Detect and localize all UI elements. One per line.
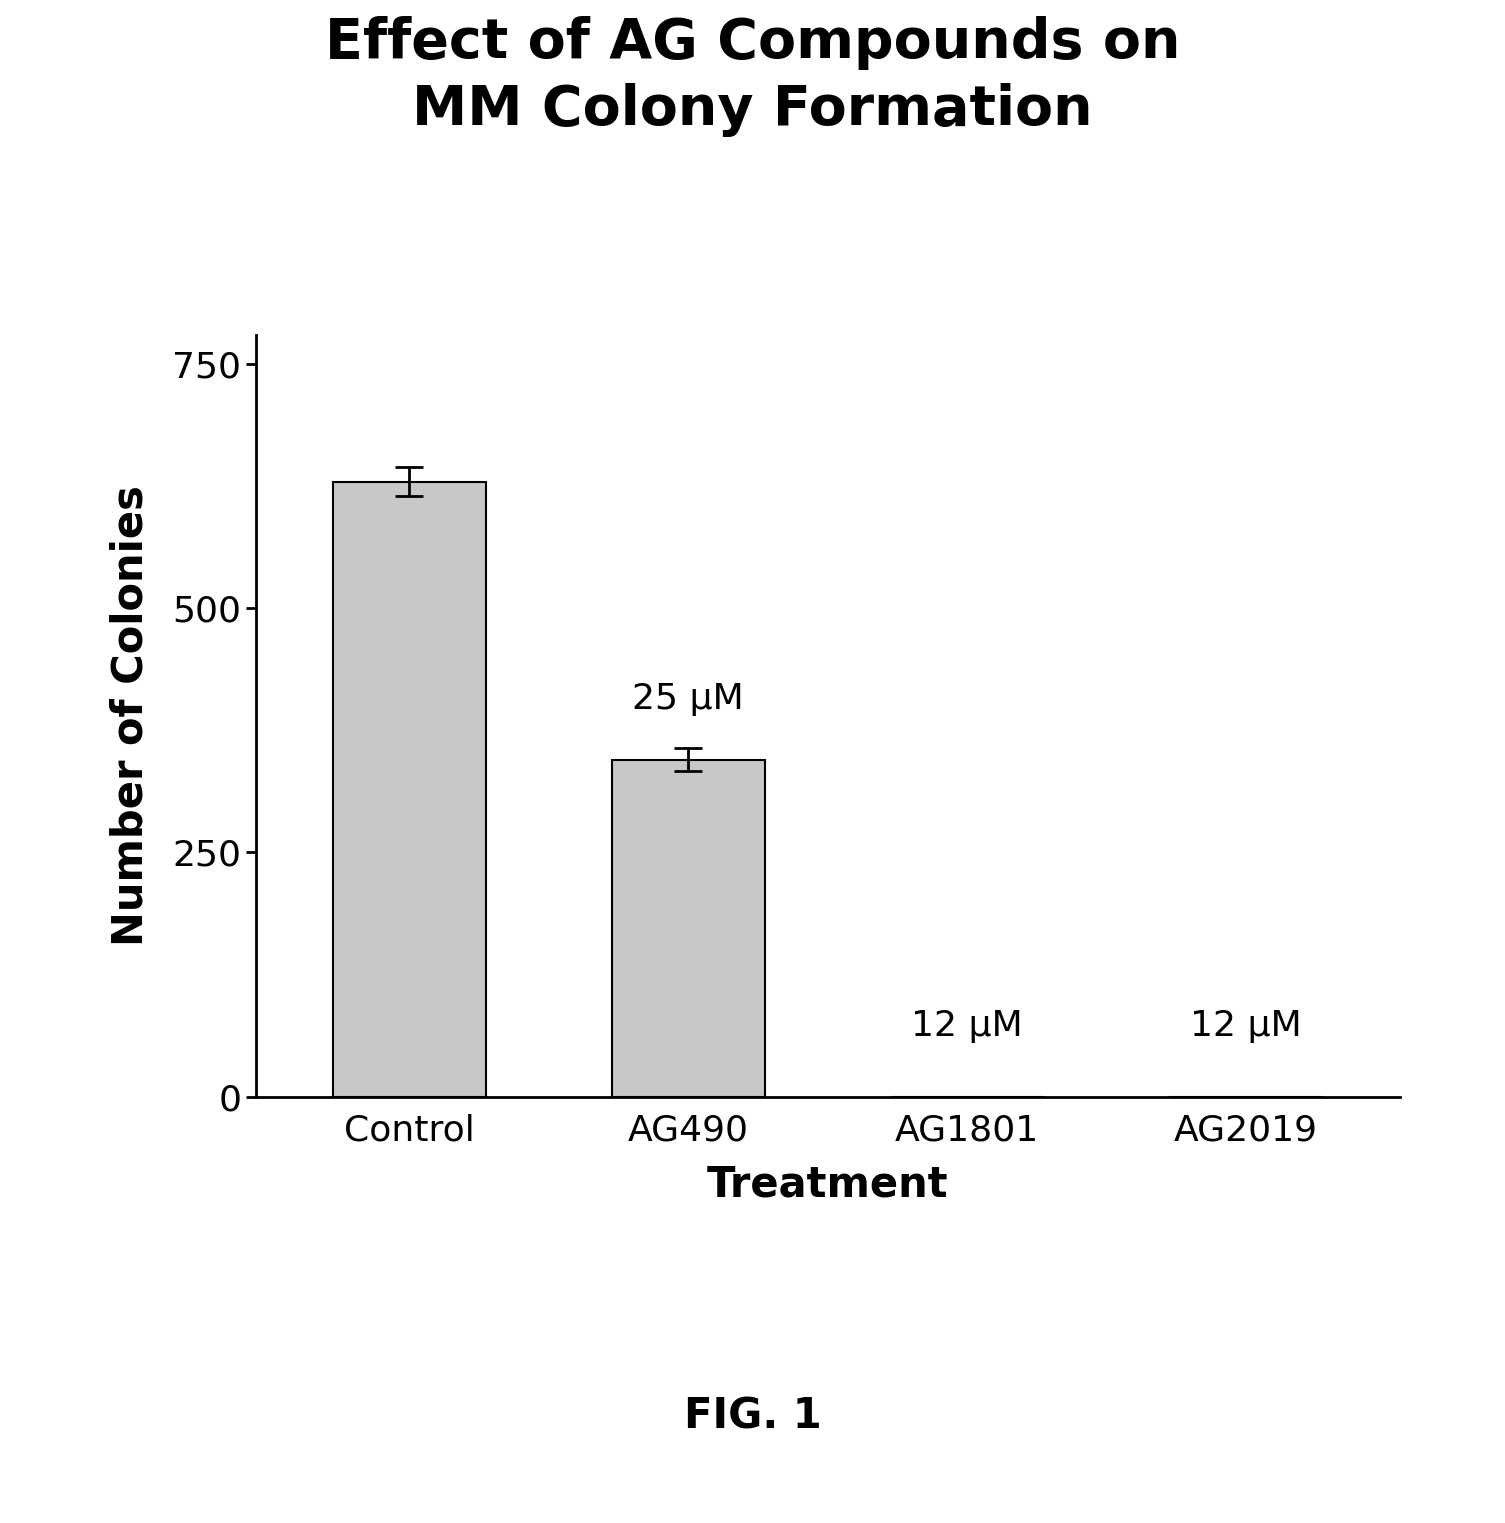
Text: 12 μM: 12 μM xyxy=(1190,1008,1302,1043)
X-axis label: Treatment: Treatment xyxy=(707,1164,948,1206)
Text: FIG. 1: FIG. 1 xyxy=(683,1395,822,1438)
Bar xyxy=(611,760,765,1097)
Bar xyxy=(333,481,486,1097)
Text: 25 μM: 25 μM xyxy=(632,682,743,716)
Text: 12 μM: 12 μM xyxy=(912,1008,1023,1043)
Y-axis label: Number of Colonies: Number of Colonies xyxy=(110,486,152,946)
Text: Effect of AG Compounds on
MM Colony Formation: Effect of AG Compounds on MM Colony Form… xyxy=(325,17,1180,137)
